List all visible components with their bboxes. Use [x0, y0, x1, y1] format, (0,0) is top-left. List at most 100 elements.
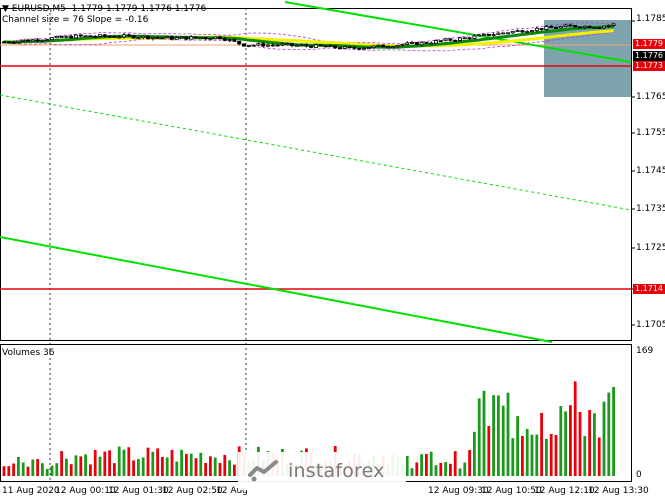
volume-bar	[69, 464, 73, 476]
candle-body	[50, 37, 55, 41]
candle-body	[515, 30, 520, 32]
candle-body	[54, 36, 59, 39]
volume-bar	[7, 466, 11, 476]
candle-body	[184, 36, 189, 40]
candle-body	[275, 44, 280, 47]
candle-body	[256, 43, 261, 46]
volume-bar	[458, 468, 462, 476]
volume-bar	[213, 457, 217, 476]
watermark-text: instaforex	[288, 460, 385, 482]
volume-bar	[161, 456, 164, 476]
volume-bar	[425, 454, 428, 476]
candle-body	[64, 35, 69, 38]
volume-bar	[521, 435, 524, 476]
candle-body	[539, 28, 544, 30]
candle-body	[582, 25, 587, 28]
candle-body	[251, 44, 256, 47]
volume-bar	[209, 456, 212, 476]
candle-body	[554, 27, 559, 29]
candle-body	[304, 44, 309, 47]
candle-body	[21, 39, 26, 42]
volume-bar	[602, 401, 606, 476]
volume-bar	[583, 436, 587, 476]
candle-body	[83, 35, 88, 38]
candle-body	[390, 46, 395, 49]
volume-bar	[453, 451, 457, 476]
volume-bar	[511, 438, 515, 476]
candle-body	[217, 36, 222, 39]
candle-body	[78, 34, 83, 37]
candle-body	[467, 37, 472, 40]
volume-bar	[60, 451, 63, 476]
candle-body	[606, 24, 611, 27]
candle-body	[597, 27, 602, 30]
price-tick: 1.1725	[636, 243, 665, 253]
candle-body	[347, 46, 352, 49]
volume-bar	[434, 465, 438, 476]
volume-bar	[228, 460, 231, 476]
candle-body	[453, 39, 458, 42]
volume-bar	[530, 434, 534, 476]
volume-bar	[55, 463, 59, 476]
volume-bar	[415, 462, 419, 476]
candle-body	[530, 30, 535, 33]
bollinger-upper-band	[3, 22, 614, 45]
volume-bar	[410, 468, 414, 476]
candle-body	[169, 36, 174, 40]
time-label: 12 Aug 01:30	[108, 486, 169, 496]
candle-body	[448, 38, 453, 41]
volume-bar	[199, 452, 203, 476]
candle-body	[285, 43, 290, 46]
candle-body	[203, 37, 208, 40]
time-label: 11 Aug 2020	[2, 486, 60, 496]
candle-body	[141, 35, 146, 39]
candle-body	[313, 44, 318, 48]
volume-bar	[103, 451, 107, 476]
volume-bar	[223, 454, 227, 476]
volume-bar	[194, 458, 198, 476]
candle-body	[16, 40, 21, 43]
candle-body	[544, 26, 549, 30]
candle-body	[270, 44, 275, 47]
volume-bar	[506, 392, 510, 476]
candle-body	[155, 37, 160, 39]
candle-body	[145, 35, 150, 40]
chart-header-symbol: ▼ EURUSD,M5 1.1779 1.1779 1.1776 1.1776	[2, 4, 206, 14]
time-label: 12 Aug	[216, 486, 248, 496]
candle-body	[491, 34, 496, 36]
volume-bar	[175, 461, 179, 476]
candle-body	[198, 37, 203, 40]
candle-body	[366, 47, 371, 49]
candle-body	[611, 23, 616, 26]
candle-body	[443, 38, 448, 42]
candle-body	[261, 43, 266, 47]
volume-bar	[146, 447, 150, 476]
candle-body	[227, 39, 232, 42]
volume-bar	[578, 412, 582, 476]
volume-bar	[141, 457, 145, 476]
moving-average-yellow	[3, 29, 614, 48]
candle-body	[405, 42, 410, 45]
volume-bar	[482, 390, 486, 476]
candle-body	[400, 44, 405, 46]
candle-body	[131, 35, 136, 39]
candle-body	[563, 24, 568, 27]
volume-bar	[132, 460, 135, 476]
volume-bar	[113, 463, 116, 476]
volume-bar	[501, 405, 505, 476]
dropdown-triangle-icon[interactable]: ▼	[2, 4, 9, 14]
candle-body	[45, 39, 50, 42]
candle-body	[352, 46, 357, 49]
candle-body	[505, 32, 510, 35]
volume-bar	[12, 463, 15, 476]
candle-body	[222, 38, 227, 41]
volume-bar	[420, 454, 423, 476]
volume-bar	[405, 455, 409, 476]
candle-body	[424, 41, 429, 44]
channel-middle-line	[0, 94, 632, 211]
candle-body	[102, 34, 107, 37]
candle-body	[419, 41, 424, 46]
candle-body	[69, 35, 74, 39]
candle-body	[241, 43, 246, 47]
